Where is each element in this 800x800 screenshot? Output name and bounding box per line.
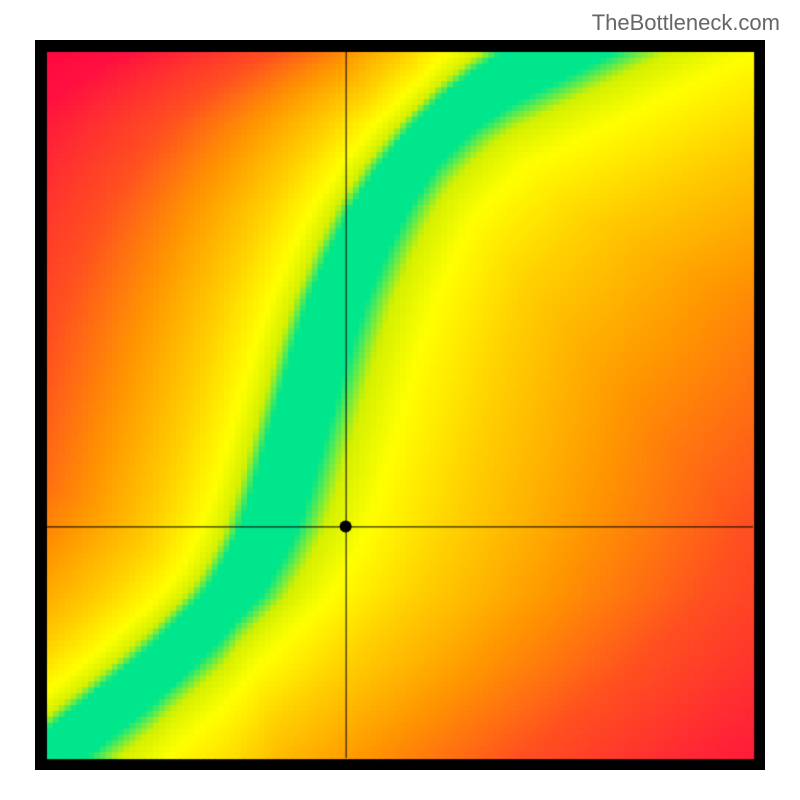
- heatmap-canvas: [35, 40, 765, 770]
- plot-area: [35, 40, 765, 770]
- chart-container: TheBottleneck.com: [0, 0, 800, 800]
- watermark-text: TheBottleneck.com: [592, 10, 780, 36]
